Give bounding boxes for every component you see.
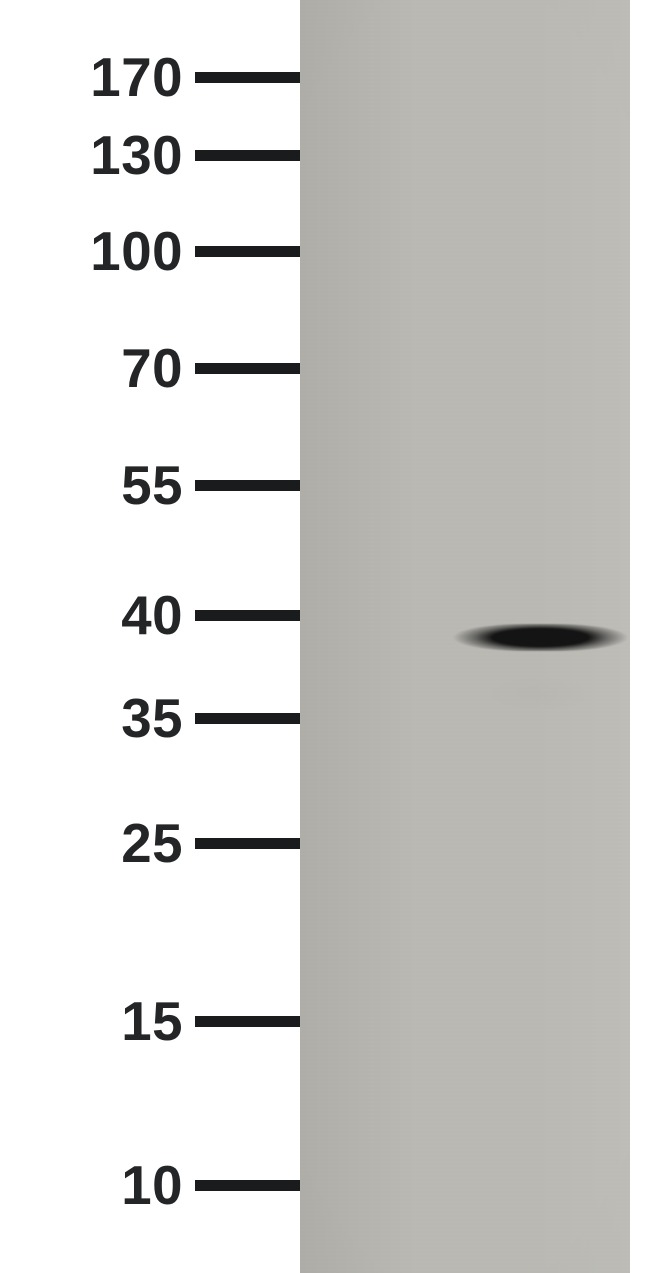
mw-marker-label: 55 [33,454,195,517]
mw-marker-label: 40 [33,584,195,647]
mw-marker-label: 35 [33,687,195,750]
blot-band [453,624,628,651]
mw-marker-row: 170 [0,56,300,100]
figure-root: 170 130 100 70 55 40 35 25 15 10 [0,0,650,1273]
mw-marker-tick [195,838,300,849]
mw-marker-row: 40 [0,594,300,638]
mw-marker-label: 100 [33,220,195,283]
mw-marker-tick [195,610,300,621]
mw-marker-tick [195,246,300,257]
mw-marker-tick [195,363,300,374]
mw-marker-tick [195,480,300,491]
mw-marker-row: 55 [0,464,300,508]
mw-marker-label: 130 [33,124,195,187]
mw-marker-label: 170 [33,46,195,109]
molecular-weight-ladder: 170 130 100 70 55 40 35 25 15 10 [0,0,300,1273]
mw-marker-row: 25 [0,822,300,866]
mw-marker-label: 25 [33,812,195,875]
mw-marker-tick [195,150,300,161]
mw-marker-label: 10 [33,1154,195,1217]
blot-band-smear [455,666,625,721]
mw-marker-tick [195,72,300,83]
mw-marker-tick [195,1016,300,1027]
mw-marker-row: 10 [0,1164,300,1208]
mw-marker-row: 130 [0,134,300,178]
mw-marker-row: 35 [0,697,300,741]
mw-marker-row: 100 [0,230,300,274]
mw-marker-row: 15 [0,1000,300,1044]
mw-marker-label: 70 [33,337,195,400]
mw-marker-tick [195,1180,300,1191]
mw-marker-tick [195,713,300,724]
mw-marker-row: 70 [0,347,300,391]
mw-marker-label: 15 [33,990,195,1053]
